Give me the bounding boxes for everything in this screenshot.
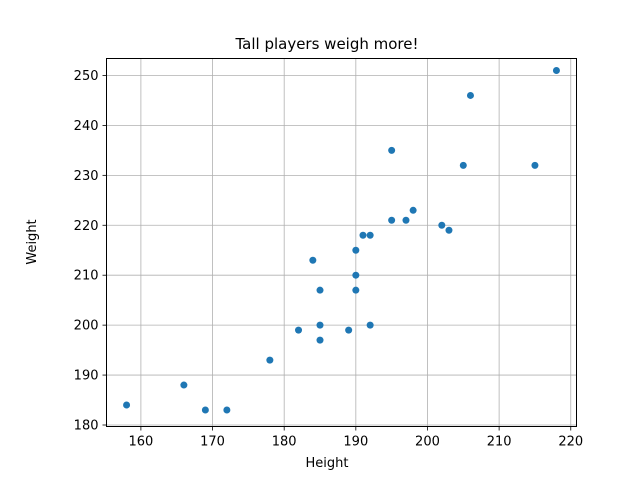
data-point <box>466 91 474 99</box>
x-axis-ticks: 160 170 180 190 200 210 220 <box>128 426 583 450</box>
data-point <box>295 326 303 334</box>
x-tick-label: 160 <box>128 435 153 450</box>
data-point <box>402 216 410 224</box>
x-tick-label: 220 <box>558 435 583 450</box>
grid <box>106 58 577 427</box>
data-point <box>388 146 396 154</box>
y-tick-label: 220 <box>74 219 99 234</box>
data-point <box>531 161 539 169</box>
data-point <box>345 326 353 334</box>
data-point <box>123 401 131 409</box>
data-point <box>201 406 209 414</box>
x-tick-label: 190 <box>343 435 368 450</box>
x-tick-label: 200 <box>415 435 440 450</box>
data-point <box>552 66 560 74</box>
y-tick-label: 190 <box>74 369 99 384</box>
data-point <box>352 246 360 254</box>
y-axis-label: Weight <box>25 219 40 264</box>
data-point <box>459 161 467 169</box>
data-point <box>223 406 231 414</box>
data-points <box>123 66 560 414</box>
data-point <box>388 216 396 224</box>
data-point <box>309 256 317 264</box>
data-point <box>352 286 360 294</box>
y-axis-ticks: 180 190 200 210 220 230 240 250 <box>74 69 107 434</box>
data-point <box>180 381 188 389</box>
data-point <box>316 336 324 344</box>
data-point <box>445 226 453 234</box>
data-point <box>316 286 324 294</box>
data-point <box>352 271 360 279</box>
x-axis-label: Height <box>306 456 349 471</box>
y-tick-label: 240 <box>74 119 99 134</box>
x-tick-label: 180 <box>272 435 297 450</box>
data-point <box>359 231 367 239</box>
y-tick-label: 200 <box>74 319 99 334</box>
y-tick-label: 250 <box>74 69 99 84</box>
data-point <box>409 206 417 214</box>
data-point <box>366 231 374 239</box>
chart-title: Tall players weigh more! <box>234 35 418 53</box>
data-point <box>316 321 324 329</box>
x-tick-label: 170 <box>200 435 225 450</box>
y-tick-label: 180 <box>74 419 99 434</box>
y-tick-label: 210 <box>74 269 99 284</box>
y-tick-label: 230 <box>74 169 99 184</box>
x-tick-label: 210 <box>487 435 512 450</box>
data-point <box>438 221 446 229</box>
data-point <box>366 321 374 329</box>
plot-frame <box>106 58 577 427</box>
data-point <box>266 356 274 364</box>
